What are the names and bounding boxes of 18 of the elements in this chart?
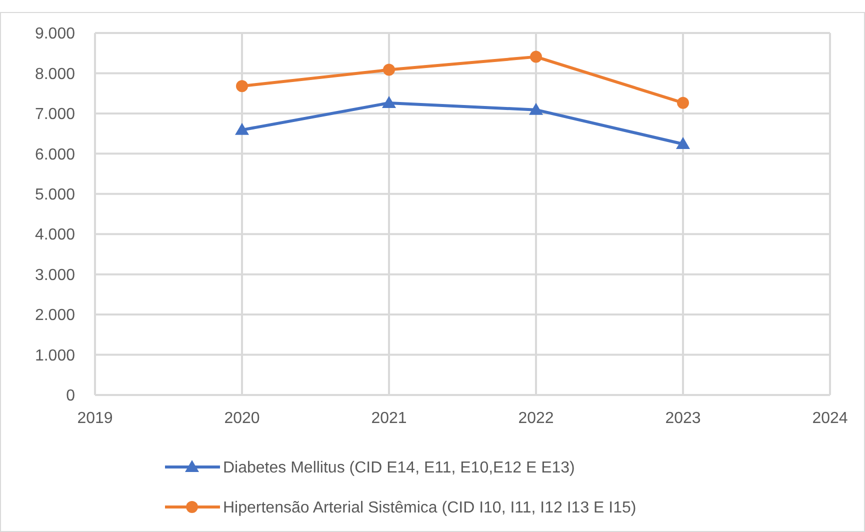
y-tick-label: 4.000 [34,226,76,244]
x-tick-label: 2022 [518,410,554,427]
x-tick-label: 2019 [77,410,113,427]
x-tick-label: 2023 [665,410,701,427]
x-tick-label: 2021 [371,410,407,427]
y-tick-label: 2.000 [34,307,76,324]
legend-label: Hipertensão Arterial Sistêmica (CID I10, I11, I12 I13 E I15) [223,500,636,517]
legend-label: Diabetes Mellitus (CID E14, E11, E10,E12 E E13) [223,460,575,477]
x-tick-label: 2024 [812,410,848,427]
y-tick-label: 8.000 [34,66,76,83]
y-tick-label: 9.000 [34,26,76,43]
x-tick-label: 2020 [224,410,260,427]
y-tick-label: 0 [66,388,76,405]
y-tick-label: 6.000 [34,146,76,164]
y-tick-label: 7.000 [34,106,76,124]
y-tick-label: 5.000 [34,186,76,204]
y-tick-label: 1.000 [34,347,76,364]
y-tick-label: 3.000 [34,266,76,284]
